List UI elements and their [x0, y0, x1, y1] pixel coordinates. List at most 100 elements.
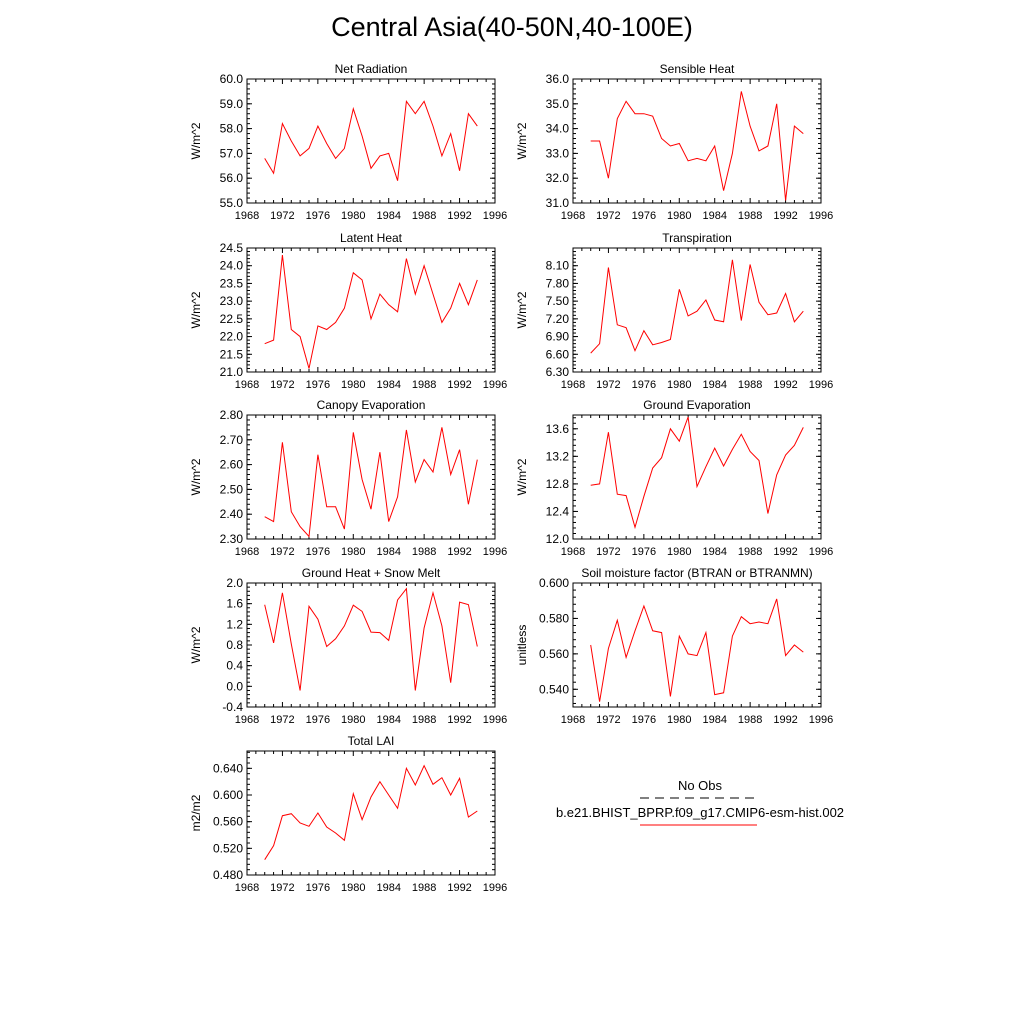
- y-tick-label: 22.5: [220, 312, 244, 326]
- y-tick-label: 22.0: [220, 330, 244, 344]
- legend-obs-line: [640, 797, 760, 799]
- y-tick-label: 1.2: [226, 617, 243, 631]
- y-tick-label: 2.60: [220, 458, 244, 472]
- x-tick-label: 1976: [306, 210, 330, 222]
- x-tick-label: 1980: [341, 379, 365, 391]
- y-tick-label: 12.4: [546, 504, 570, 518]
- y-tick-label: 0.580: [539, 611, 569, 625]
- panel-7: Ground Heat + Snow Melt W/m^2 1968 1972 1976…: [189, 566, 507, 726]
- x-tick-label: 1976: [632, 379, 656, 391]
- y-tick-label: 0.560: [539, 647, 569, 661]
- x-tick-label: 1980: [341, 882, 365, 894]
- x-tick-label: 1968: [235, 714, 259, 726]
- y-tick-label: 58.0: [220, 122, 244, 136]
- panel-title: Sensible Heat: [660, 62, 735, 76]
- x-tick-label: 1976: [632, 210, 656, 222]
- y-tick-label: 0.4: [226, 659, 243, 673]
- series-line: [590, 416, 804, 530]
- x-tick-label: 1988: [412, 882, 436, 894]
- plot-frame: [572, 247, 822, 373]
- y-tick-label: 35.0: [546, 97, 570, 111]
- x-tick-label: 1988: [412, 379, 436, 391]
- x-tick-label: 1980: [341, 210, 365, 222]
- x-tick-label: 1996: [483, 546, 507, 558]
- y-tick-label: -0.4: [222, 700, 243, 714]
- x-tick-label: 1968: [561, 714, 585, 726]
- x-tick-label: 1992: [447, 882, 471, 894]
- x-tick-label: 1968: [235, 379, 259, 391]
- x-tick-label: 1992: [773, 546, 797, 558]
- y-tick-label: 13.6: [546, 422, 570, 436]
- y-tick-label: 6.30: [546, 365, 570, 379]
- x-tick-label: 1968: [235, 882, 259, 894]
- x-tick-label: 1992: [773, 714, 797, 726]
- series-line: [264, 427, 478, 538]
- y-tick-label: 2.30: [220, 532, 244, 546]
- x-tick-label: 1968: [561, 210, 585, 222]
- series-line: [590, 598, 804, 702]
- series-line: [264, 99, 478, 181]
- x-tick-label: 1984: [702, 546, 726, 558]
- y-tick-label: 0.600: [539, 576, 569, 590]
- plot-frame: [246, 750, 496, 876]
- x-tick-label: 1976: [306, 882, 330, 894]
- x-tick-label: 1996: [809, 714, 833, 726]
- y-tick-label: 0.560: [213, 815, 243, 829]
- x-tick-label: 1984: [702, 714, 726, 726]
- panel-6: Ground Evaporation W/m^2 1968 1972 1976 1980 1…: [515, 398, 833, 558]
- legend: No Obs b.e21.BHIST_BPRP.f09_g17.CMIP6-es…: [520, 778, 880, 830]
- x-tick-label: 1984: [702, 379, 726, 391]
- x-tick-label: 1984: [376, 379, 400, 391]
- y-tick-label: 6.90: [546, 330, 570, 344]
- y-axis-label: m2/m2: [189, 794, 203, 831]
- legend-model-label: b.e21.BHIST_BPRP.f09_g17.CMIP6-esm-hist.…: [555, 805, 845, 820]
- x-tick-label: 1972: [270, 714, 294, 726]
- y-tick-label: 2.50: [220, 482, 244, 496]
- x-tick-label: 1996: [483, 210, 507, 222]
- y-axis-label: W/m^2: [189, 122, 203, 159]
- legend-obs-label: No Obs: [677, 778, 723, 793]
- x-tick-label: 1968: [235, 546, 259, 558]
- y-tick-label: 13.2: [546, 449, 570, 463]
- x-tick-label: 1976: [632, 714, 656, 726]
- series-line: [590, 259, 804, 354]
- y-tick-label: 23.0: [220, 294, 244, 308]
- panel-title: Canopy Evaporation: [317, 398, 426, 412]
- y-tick-label: 0.0: [226, 679, 243, 693]
- y-tick-label: 6.60: [546, 347, 570, 361]
- y-tick-label: 32.0: [546, 171, 570, 185]
- y-axis-label: W/m^2: [189, 458, 203, 495]
- x-tick-label: 1992: [773, 379, 797, 391]
- y-tick-label: 24.5: [220, 241, 244, 255]
- panel-1: Net Radiation W/m^2 1968 1972 1976 1980 1984 19…: [189, 62, 507, 222]
- x-tick-label: 1980: [667, 210, 691, 222]
- x-tick-label: 1980: [667, 379, 691, 391]
- y-tick-label: 0.520: [213, 841, 243, 855]
- y-tick-label: 23.5: [220, 276, 244, 290]
- series-line: [590, 91, 804, 201]
- y-tick-label: 60.0: [220, 72, 244, 86]
- x-tick-label: 1972: [596, 379, 620, 391]
- y-axis-label: W/m^2: [515, 458, 529, 495]
- y-tick-label: 24.0: [220, 259, 244, 273]
- y-tick-label: 21.5: [220, 347, 244, 361]
- panel-title: Ground Evaporation: [643, 398, 750, 412]
- x-tick-label: 1976: [306, 714, 330, 726]
- y-tick-label: 0.640: [213, 761, 243, 775]
- x-tick-label: 1972: [270, 546, 294, 558]
- x-tick-label: 1992: [447, 714, 471, 726]
- y-tick-label: 57.0: [220, 146, 244, 160]
- x-tick-label: 1988: [738, 210, 762, 222]
- legend-model-line: [640, 824, 757, 826]
- x-tick-label: 1976: [306, 379, 330, 391]
- x-tick-label: 1968: [235, 210, 259, 222]
- panel-title: Latent Heat: [340, 231, 403, 245]
- x-tick-label: 1992: [447, 379, 471, 391]
- plot-frame: [572, 414, 822, 540]
- panel-4: Transpiration W/m^2 1968 1972 1976 1980 1984 19…: [515, 231, 833, 391]
- x-tick-label: 1984: [376, 714, 400, 726]
- x-tick-label: 1976: [306, 546, 330, 558]
- panel-9: Total LAI m2/m2 1968 1972 1976 1980 1984 1988 19…: [189, 734, 507, 894]
- y-tick-label: 12.0: [546, 532, 570, 546]
